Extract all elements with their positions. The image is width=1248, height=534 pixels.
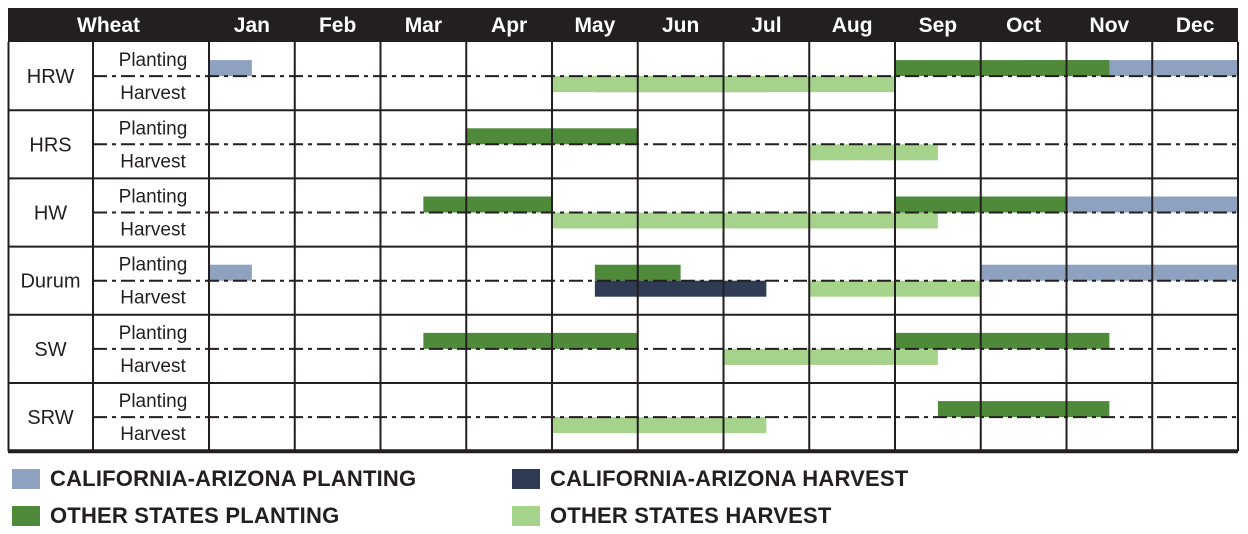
legend-label-ca-planting: CALIFORNIA-ARIZONA PLANTING (50, 466, 417, 491)
row-label-hrw-harvest: Harvest (120, 83, 186, 104)
class-label-hw: HW (34, 203, 67, 225)
month-label-aug: Aug (832, 14, 873, 37)
class-label-srw: SRW (27, 407, 73, 429)
legend-item-ca-harvest: CALIFORNIA-ARIZONA HARVEST (512, 466, 908, 492)
bar-sw-planting-other-planting-0 (423, 332, 638, 349)
class-label-durum: Durum (20, 271, 80, 293)
bar-hrw-planting-other-planting-2 (895, 60, 1110, 77)
month-label-jun: Jun (662, 14, 699, 37)
bar-hrs-harvest-other-harvest-0 (809, 144, 938, 161)
legend-label-other-planting: OTHER STATES PLANTING (50, 503, 340, 528)
month-label-apr: Apr (491, 14, 527, 37)
bar-sw-planting-other-planting-1 (895, 332, 1110, 349)
bar-hw-harvest-other-harvest-1 (552, 212, 938, 229)
bar-durum-harvest-ca-harvest-0 (594, 280, 767, 297)
row-label-srw-planting: Planting (119, 391, 188, 412)
legend-swatch-ca-planting (12, 469, 40, 489)
bar-srw-harvest-other-harvest-0 (552, 417, 767, 434)
row-label-srw-harvest: Harvest (120, 424, 186, 445)
row-label-hrw-planting: Planting (119, 50, 188, 71)
row-label-hrs-harvest: Harvest (120, 151, 186, 172)
legend-item-other-planting: OTHER STATES PLANTING (12, 503, 339, 529)
bar-durum-planting-ca-planting-0 (209, 264, 252, 281)
row-label-sw-planting: Planting (119, 323, 188, 344)
month-label-may: May (574, 14, 615, 37)
legend-label-other-harvest: OTHER STATES HARVEST (550, 503, 832, 528)
legend-swatch-other-harvest (512, 506, 540, 526)
header-bar (8, 8, 1238, 42)
bar-hw-planting-other-planting-1 (423, 196, 552, 213)
class-label-hrw: HRW (27, 66, 75, 88)
month-label-sep: Sep (919, 14, 958, 37)
month-label-mar: Mar (405, 14, 442, 37)
legend-label-ca-harvest: CALIFORNIA-ARIZONA HARVEST (550, 466, 909, 491)
bar-sw-harvest-other-harvest-0 (723, 348, 938, 365)
legend-swatch-other-planting (12, 506, 40, 526)
class-label-hrs: HRS (29, 134, 71, 156)
month-label-jan: Jan (234, 14, 270, 37)
row-label-durum-planting: Planting (119, 255, 188, 276)
header-label-wheat: Wheat (77, 14, 140, 37)
month-label-dec: Dec (1176, 14, 1215, 37)
legend-item-other-harvest: OTHER STATES HARVEST (512, 503, 831, 529)
bar-durum-planting-ca-planting-1 (980, 264, 1238, 281)
chart-legend: CALIFORNIA-ARIZONA PLANTING CALIFORNIA-A… (0, 460, 1248, 534)
class-label-sw: SW (34, 339, 66, 361)
month-label-jul: Jul (751, 14, 781, 37)
legend-item-ca-planting: CALIFORNIA-ARIZONA PLANTING (12, 466, 416, 492)
bar-hw-planting-ca-planting-0 (1023, 196, 1238, 213)
bar-srw-planting-other-planting-0 (937, 401, 1110, 418)
row-label-durum-harvest: Harvest (120, 288, 186, 309)
crop-calendar-chart: Wheat Jan Feb Mar Apr May Jun Jul Aug Sep Oct Nov De… (7, 8, 1239, 454)
bar-hrw-planting-ca-planting-0 (209, 60, 252, 77)
row-label-hw-planting: Planting (119, 187, 188, 208)
row-label-hrs-planting: Planting (119, 118, 188, 139)
month-label-oct: Oct (1006, 14, 1041, 37)
month-label-nov: Nov (1090, 14, 1130, 37)
legend-swatch-ca-harvest (512, 469, 540, 489)
row-label-hw-harvest: Harvest (120, 220, 186, 241)
month-label-feb: Feb (319, 14, 356, 37)
row-label-sw-harvest: Harvest (120, 356, 186, 377)
